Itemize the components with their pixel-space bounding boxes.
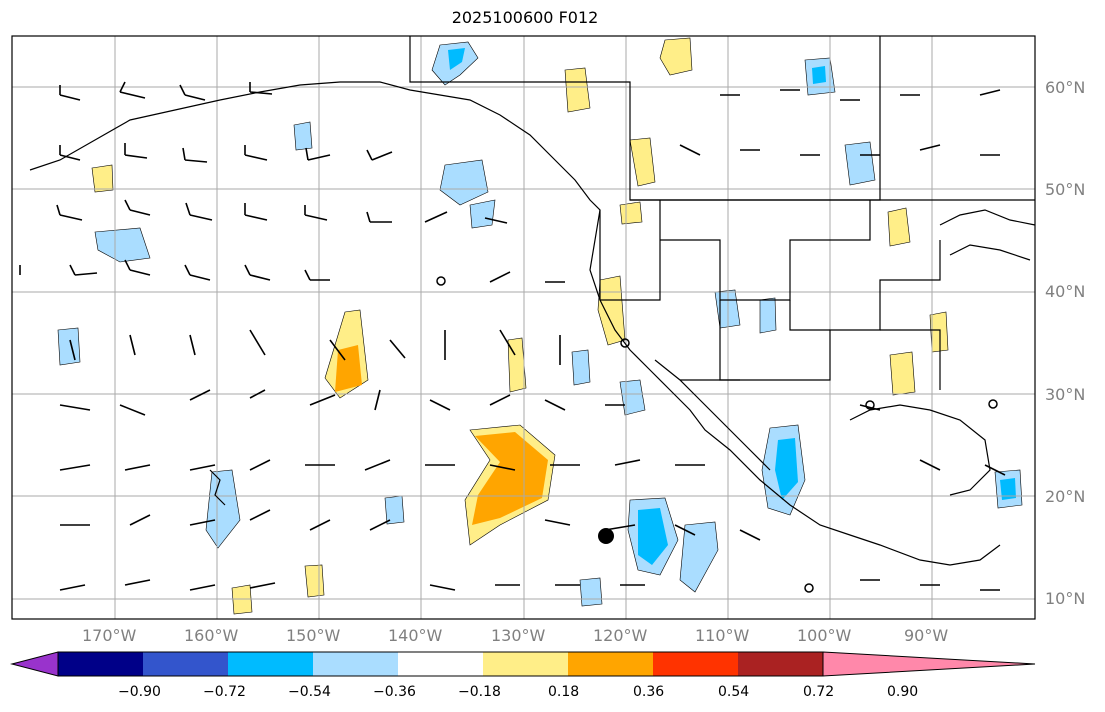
gridlines <box>12 36 1035 619</box>
colorbar-segment <box>143 652 228 676</box>
colorbar-segment <box>58 652 143 676</box>
colorbar-segment <box>398 652 483 676</box>
colorbar-tick-label: 0.18 <box>548 684 580 700</box>
colorbar-segment <box>313 652 398 676</box>
calm-circles <box>436 276 998 593</box>
wind-barbs <box>19 81 1006 591</box>
colorbar-tick-label: −0.54 <box>288 684 331 700</box>
colorbar-tick-label: −0.36 <box>373 684 416 700</box>
lat-label: 60°N <box>1045 78 1086 97</box>
map-frame <box>11 35 1036 620</box>
lon-label: 120°W <box>593 626 648 645</box>
lon-label: 100°W <box>797 626 852 645</box>
colorbar-segment <box>228 652 313 676</box>
lon-label: 90°W <box>904 626 949 645</box>
colorbar-segment <box>568 652 653 676</box>
lat-label: 10°N <box>1045 589 1086 608</box>
colorbar-tick-label: 0.54 <box>718 684 750 700</box>
lon-label: 170°W <box>82 626 137 645</box>
lat-label: 20°N <box>1045 487 1086 506</box>
colorbar-segment <box>653 652 738 676</box>
lon-label: 140°W <box>388 626 443 645</box>
anomaly-patches <box>57 37 1023 615</box>
colorbar-tick-label: −0.72 <box>203 684 246 700</box>
colorbar-extend-low <box>10 651 59 677</box>
hurricane-marker <box>598 528 614 544</box>
colorbar-segment <box>483 652 568 676</box>
lat-label: 40°N <box>1045 282 1086 301</box>
colorbar-tick-label: −0.90 <box>118 684 161 700</box>
colorbar-tick-label: 0.90 <box>887 684 919 700</box>
colorbar <box>10 651 1036 677</box>
lon-label: 150°W <box>286 626 341 645</box>
lat-label: 50°N <box>1045 180 1086 199</box>
colorbar-tick-label: 0.36 <box>633 684 665 700</box>
lat-label: 30°N <box>1045 385 1086 404</box>
lon-label: 110°W <box>695 626 750 645</box>
colorbar-tick-label: 0.72 <box>803 684 835 700</box>
colorbar-segment <box>738 652 823 676</box>
colorbar-extend-high <box>822 651 1036 677</box>
colorbar-tick-label: −0.18 <box>458 684 501 700</box>
coastlines <box>29 36 1036 566</box>
lon-label: 160°W <box>184 626 239 645</box>
lon-label: 130°W <box>491 626 546 645</box>
map-title: 2025100600 F012 <box>451 8 599 27</box>
